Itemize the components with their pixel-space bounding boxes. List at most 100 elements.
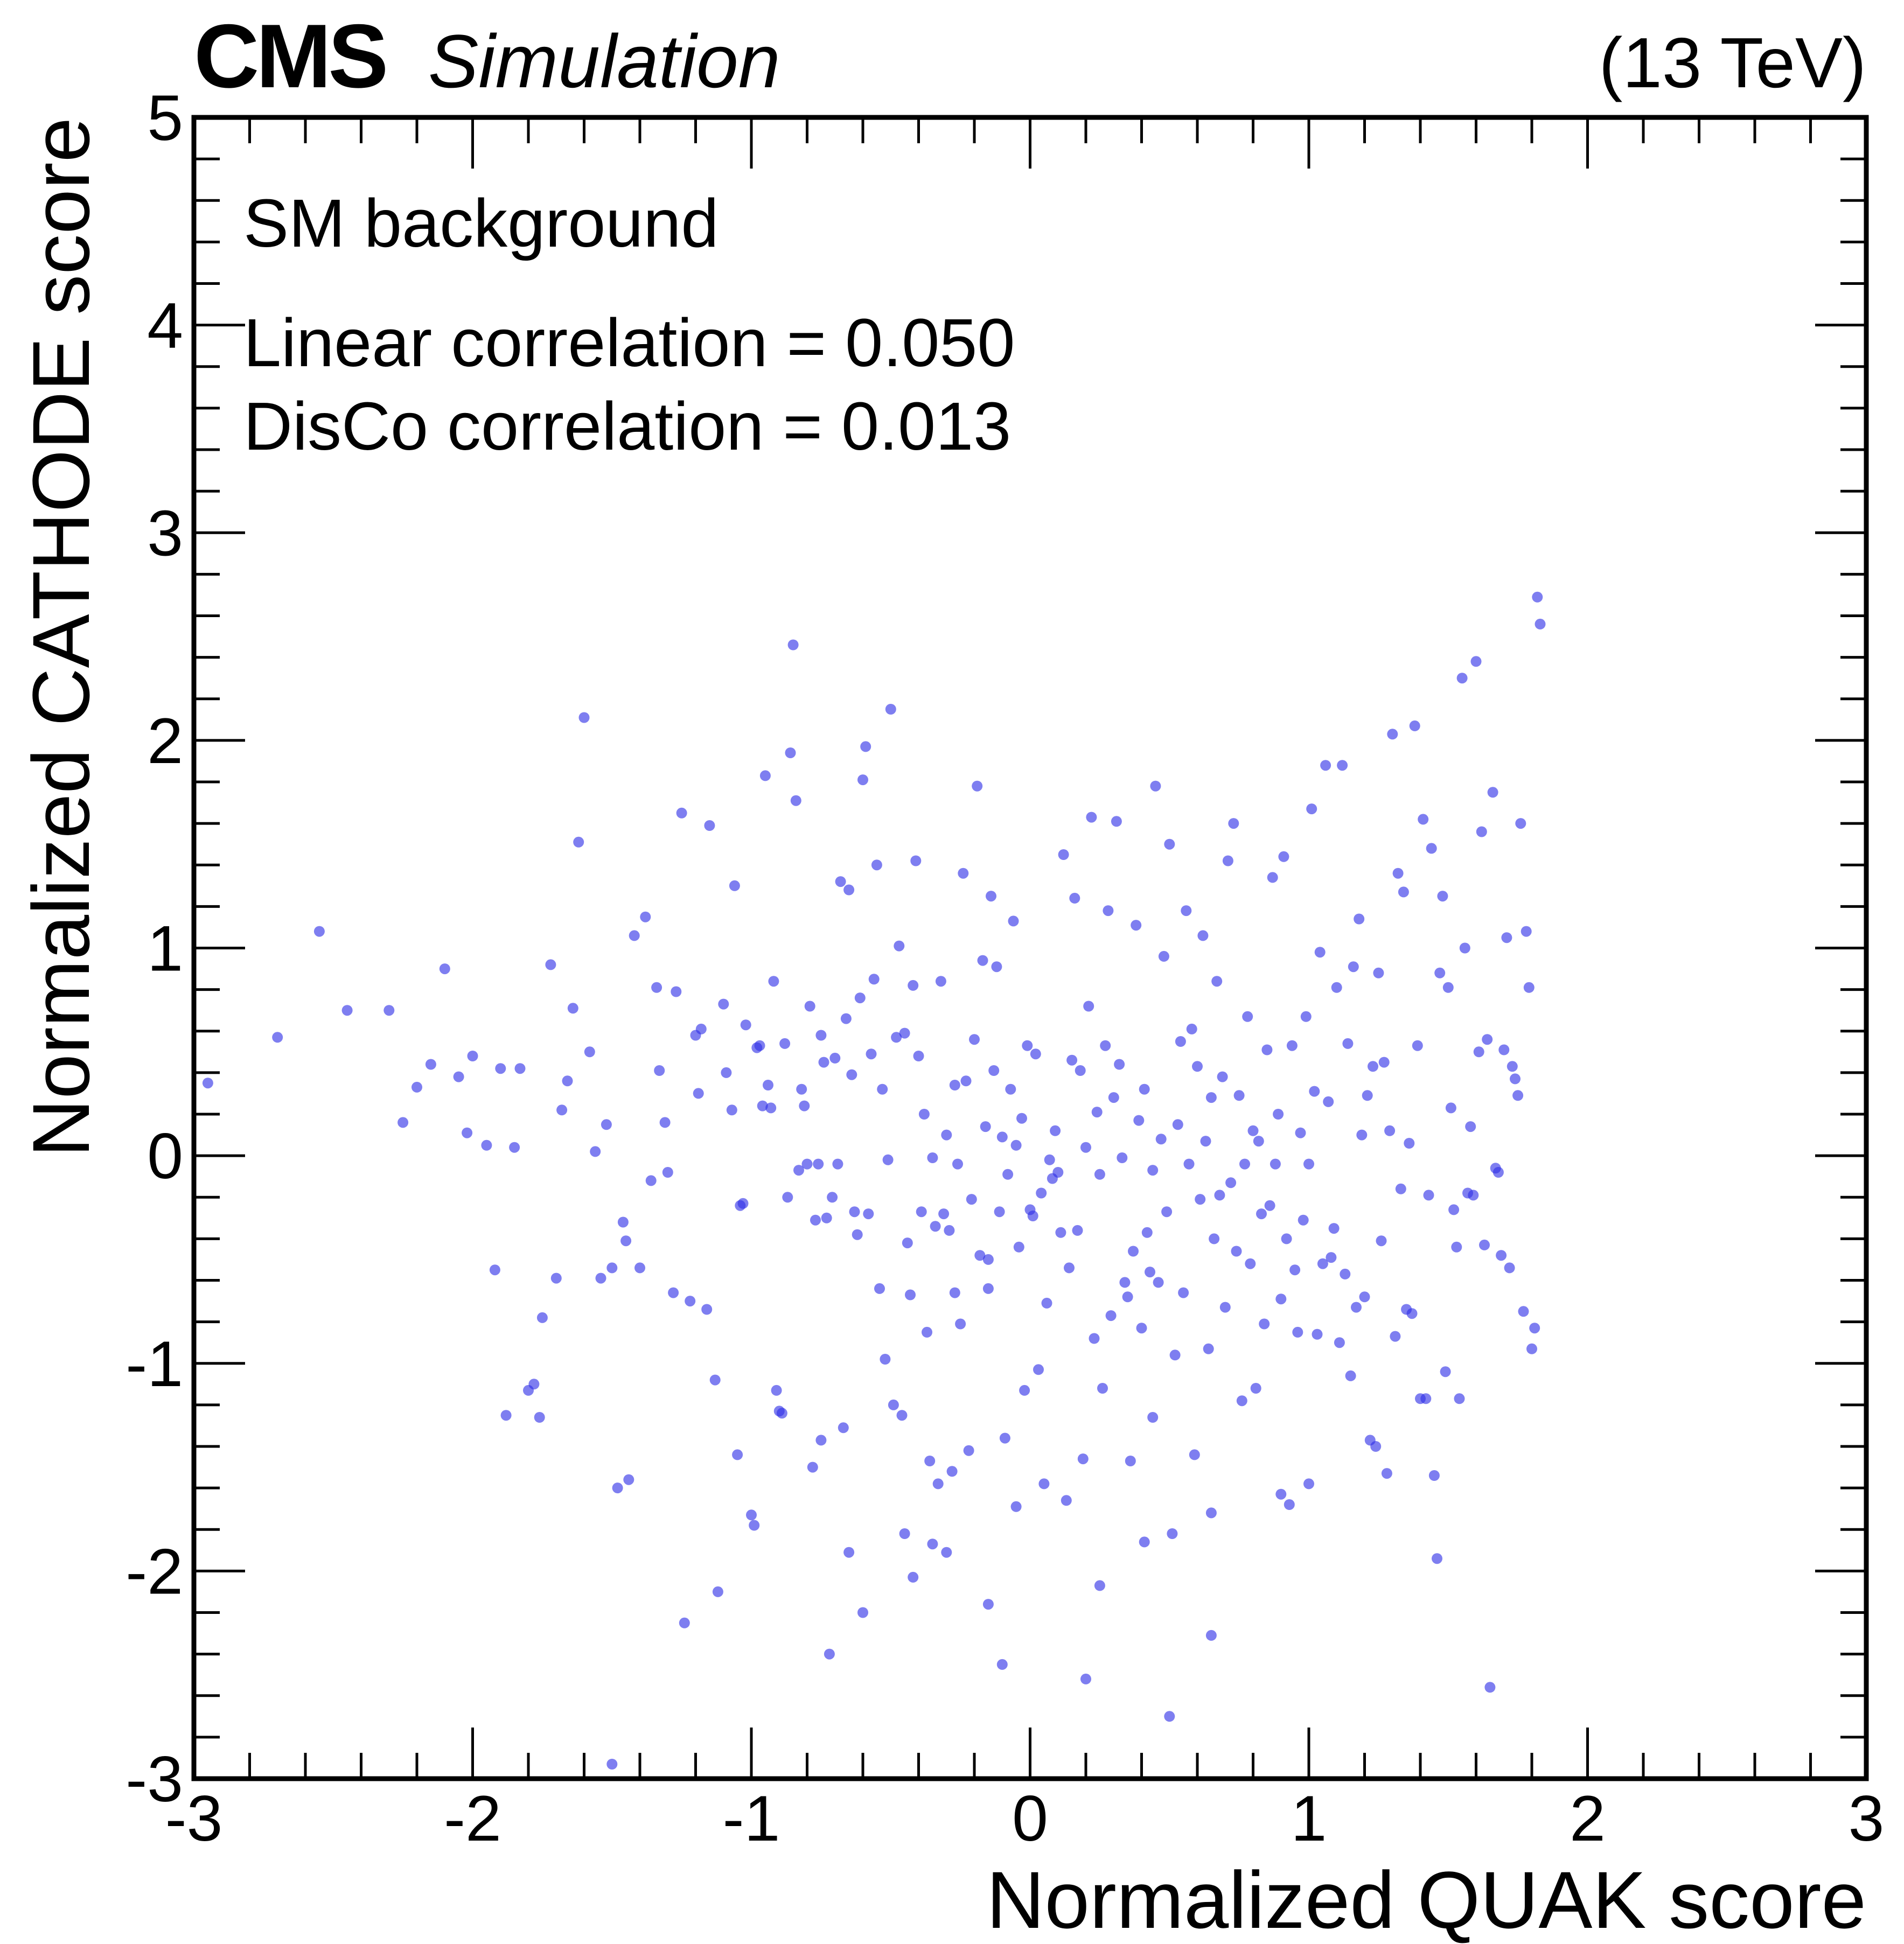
data-point [902,1237,913,1249]
data-point [1376,1235,1387,1247]
data-point [397,1117,409,1128]
data-point [1300,1011,1312,1022]
data-point [1423,1190,1434,1201]
data-point [969,1034,980,1045]
data-point [1523,982,1535,993]
data-point [899,1528,910,1539]
plot-frame [191,115,1869,1781]
data-point [996,1131,1008,1143]
data-point [1412,1040,1423,1051]
data-point [746,1509,757,1521]
data-point [634,1262,645,1274]
data-point [1292,1326,1303,1338]
data-point [910,855,922,866]
data-point [768,976,779,987]
data-point [793,1165,804,1176]
data-point [1487,787,1498,798]
data-point [1409,720,1420,731]
data-point [1005,1083,1016,1095]
data-point [932,1478,944,1490]
data-point [1153,1277,1164,1288]
data-point [1362,1090,1373,1101]
data-point [986,891,996,902]
data-point [896,1410,908,1421]
data-point [1356,1129,1368,1141]
data-point [1395,1183,1406,1194]
data-point [868,974,880,985]
data-point [1295,1127,1306,1138]
data-point [908,1571,919,1583]
data-point [1114,1059,1125,1070]
data-point [695,1023,707,1034]
data-point [509,1142,520,1153]
data-point [693,1088,704,1099]
data-point [1323,1096,1334,1107]
data-point [771,1384,782,1396]
x-tick-label: 0 [1012,1782,1048,1855]
data-point [1222,855,1233,866]
data-point [1219,1302,1231,1313]
data-point [982,1283,994,1294]
data-point [1122,1291,1133,1303]
data-point [1139,1536,1150,1548]
data-point [272,1032,283,1043]
data-point [1392,868,1404,879]
data-point [1247,1125,1259,1136]
y-tick-label: 0 [147,1120,183,1192]
data-point [645,1175,657,1186]
data-point [1340,1268,1351,1279]
data-point [1225,1177,1237,1188]
data-point [963,1445,974,1456]
data-point [785,747,796,758]
data-point [1261,1044,1273,1055]
data-point [980,1121,991,1132]
data-point [1404,1138,1415,1149]
data-point [754,1040,765,1051]
x-tick-label: -1 [723,1782,780,1855]
data-point [1303,1478,1314,1490]
data-point [1131,920,1142,931]
data-point [922,1326,932,1338]
data-point [927,1152,938,1163]
data-point [1298,1214,1309,1226]
data-point [313,926,325,937]
data-point [787,639,799,651]
data-point [1041,1297,1052,1309]
data-point [1010,1139,1022,1151]
data-point [763,1080,773,1090]
data-point [737,1198,749,1209]
data-point [854,992,866,1004]
data-point [843,1547,855,1558]
data-point [1526,1343,1537,1354]
data-point [1437,891,1448,902]
data-point [1228,818,1239,829]
data-point [1164,1711,1175,1722]
data-point [1434,967,1446,978]
data-point [1155,1134,1167,1145]
data-point [467,1051,478,1061]
data-point [1529,1323,1540,1334]
x-tick-label: -3 [165,1782,223,1855]
data-point [1286,1040,1298,1051]
data-point [562,1075,573,1087]
data-point [1476,826,1487,837]
data-point [1456,673,1468,684]
data-point [1200,1136,1211,1147]
data-point [815,1435,827,1446]
data-point [1050,1125,1061,1136]
y-tick-label: -3 [125,1743,183,1815]
y-tick-label: -2 [125,1535,183,1607]
data-point [1211,976,1223,987]
data-point [765,1102,777,1114]
data-point [888,1399,899,1410]
data-point [623,1474,634,1485]
data-point [916,1206,927,1218]
data-point [1072,1225,1083,1236]
data-point [1470,656,1482,667]
data-point [1094,1580,1105,1591]
scatter-points [202,591,1546,1770]
data-point [1334,1337,1345,1348]
data-point [843,884,855,896]
data-point [1253,1136,1264,1147]
data-point [1445,1102,1456,1114]
